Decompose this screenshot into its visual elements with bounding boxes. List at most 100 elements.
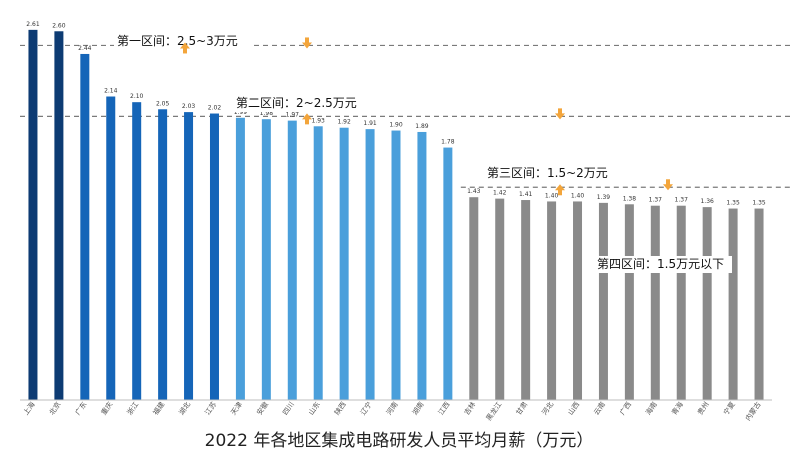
value-label: 1.98	[260, 110, 274, 117]
category-label: 上海	[21, 400, 36, 417]
value-label: 2.14	[104, 88, 118, 95]
bar	[702, 207, 712, 400]
value-label: 1.90	[389, 122, 403, 129]
bar	[261, 119, 271, 400]
arrow-up-icon	[180, 42, 190, 54]
value-label: 1.92	[337, 119, 351, 126]
zone-label-bg	[594, 256, 732, 273]
zone-label-bg	[114, 33, 252, 50]
zone-label-bg	[233, 95, 371, 112]
bar	[521, 200, 531, 400]
bar	[339, 127, 349, 400]
category-label: 海南	[644, 400, 659, 417]
category-label: 辽宁	[358, 400, 373, 417]
bar	[391, 130, 401, 400]
zone-label: 第四区间：1.5万元以下	[597, 257, 724, 271]
bar	[495, 198, 505, 400]
category-label: 安徽	[255, 400, 270, 417]
arrow-down-icon	[555, 108, 565, 120]
category-label: 贵州	[695, 400, 710, 417]
zone-label: 第三区间：1.5~2万元	[487, 166, 608, 180]
bar	[728, 208, 738, 400]
bar	[132, 102, 142, 400]
arrow-up-icon	[555, 184, 565, 196]
category-label: 广东	[73, 400, 88, 417]
category-label: 云南	[592, 400, 607, 417]
category-label: 北京	[47, 400, 62, 417]
zone-label-bg	[484, 165, 622, 182]
bar	[573, 201, 583, 400]
value-label: 2.02	[208, 105, 222, 112]
bar	[650, 205, 660, 400]
bars	[28, 29, 764, 401]
bar	[417, 131, 427, 401]
bar	[547, 201, 557, 400]
zone-label: 第二区间：2~2.5万元	[236, 96, 357, 110]
bar	[624, 204, 634, 400]
category-label: 河南	[384, 400, 399, 417]
category-label: 河北	[541, 401, 556, 417]
bar	[754, 208, 764, 400]
bar	[28, 29, 38, 400]
value-label: 2.60	[52, 22, 66, 29]
bar	[80, 53, 90, 401]
category-label: 浙江	[125, 400, 140, 417]
category-label: 江苏	[203, 400, 218, 417]
value-label: 1.39	[597, 194, 611, 201]
category-label: 陕西	[332, 400, 347, 417]
value-label: 1.35	[726, 200, 740, 207]
category-label: 天津	[229, 401, 244, 417]
bar	[158, 109, 168, 400]
value-label: 1.35	[752, 200, 766, 207]
value-label: 1.91	[363, 120, 377, 127]
category-label: 吉林	[462, 400, 477, 417]
value-label: 2.61	[26, 21, 40, 28]
category-label: 内蒙古	[743, 400, 762, 422]
category-label: 青海	[669, 400, 684, 417]
value-label: 2.03	[182, 103, 196, 110]
category-label: 山东	[306, 400, 321, 417]
value-label: 1.37	[649, 197, 663, 204]
zone-annotations: 第一区间：2.5~3万元第二区间：2~2.5万元第三区间：1.5~2万元第四区间…	[114, 33, 732, 273]
category-label: 宁夏	[721, 400, 736, 417]
bar	[184, 112, 194, 400]
arrow-down-icon	[663, 179, 673, 191]
zone-label: 第一区间：2.5~3万元	[117, 34, 238, 48]
category-label: 黑龙江	[484, 400, 503, 422]
arrow-up-icon	[302, 113, 312, 125]
value-label: 2.10	[130, 93, 144, 100]
value-label: 1.38	[623, 195, 637, 202]
category-label: 重庆	[99, 400, 114, 417]
category-label: 四川	[281, 401, 296, 417]
category-label: 福建	[151, 400, 166, 417]
bar	[106, 96, 116, 400]
value-label: 1.93	[312, 117, 326, 124]
bar	[469, 197, 479, 400]
value-label: 1.78	[441, 139, 455, 146]
bar	[287, 120, 297, 401]
value-label: 1.36	[700, 198, 714, 205]
value-label: 1.40	[571, 192, 585, 199]
value-labels: 2.61 2.60 2.44 2.14 2.10 2.05 2.03 2.02 1.99 1.98…	[26, 21, 766, 207]
value-label: 1.43	[467, 188, 481, 195]
bar	[54, 31, 64, 400]
bar	[443, 147, 453, 400]
category-label: 湖南	[410, 400, 425, 417]
value-label: 1.40	[545, 192, 559, 199]
chart-title: 2022 年各地区集成电路研发人员平均月薪（万元）	[205, 431, 594, 451]
value-label: 1.89	[415, 123, 429, 130]
bar	[676, 205, 686, 400]
value-label: 1.41	[519, 191, 533, 198]
bar	[598, 202, 608, 400]
category-label: 湖北	[177, 400, 192, 417]
arrow-down-icon	[302, 37, 312, 49]
category-label: 广西	[618, 400, 633, 417]
value-label: 1.97	[286, 112, 300, 119]
value-label: 2.05	[156, 100, 170, 107]
category-labels: 上海 北京 广东 重庆 浙江 福建 湖北 江苏 天津 安徽 四川 山东 陕西 辽宁 河南 湖南 江西 吉林 黑龙江甘…	[21, 400, 762, 422]
bar	[235, 117, 245, 401]
category-label: 江西	[437, 401, 452, 417]
value-label: 1.99	[234, 109, 248, 116]
